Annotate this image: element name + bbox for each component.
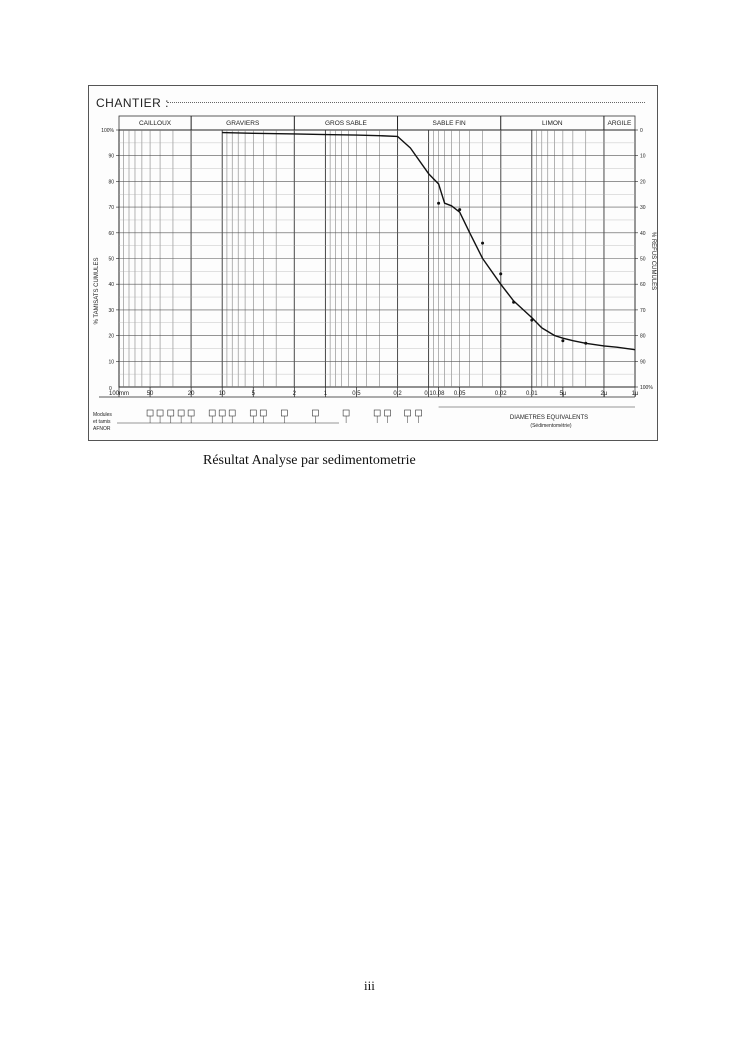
sieve-box [208,409,216,417]
x-tick-label: 0.01 [526,391,538,397]
x-tick-label: 0.02 [495,391,507,397]
y-tick-label-left: 60 [108,231,114,237]
y-axis-left: 100% 90 80 70 60 50 40 30 20 10 [101,128,119,365]
data-point [481,241,485,245]
sieve-box [342,409,350,417]
y-tick-label-left: 10 [108,359,114,365]
grading-curve [222,131,636,351]
x-tick-label: 0.2 [393,391,402,397]
grading-curve-line [222,131,636,351]
sieve-row-label-2: et tamis [93,419,111,425]
y-tick-label-right: 60 [640,282,646,288]
y-tick-label-left: 40 [108,282,114,288]
x-tick-label: 5μ [559,391,566,397]
sieve-row-label-3: AFNOR [93,426,111,432]
band-label: ARGILE [608,120,633,127]
x-tick-label: 2 [293,391,297,397]
sieve-box [404,409,411,417]
sieve-box [249,409,257,417]
data-point [499,272,503,276]
sieve-row [117,406,635,424]
band-header: CAILLOUX GRAVIERS GROS SABLE SABLE FIN LIMON… [118,115,636,387]
x-tick-label: 0.08 [433,391,445,397]
sieve-box [187,409,195,417]
right-axis-label: % REFUS CUMULES [650,232,656,290]
sieve-box [373,409,381,417]
x-tick-label: 0.5 [352,391,361,397]
x-tick-label: 2μ [601,391,608,397]
chantier-label: CHANTIER : [96,96,170,110]
x-tick-label: 5 [252,391,256,397]
sieve-box [167,409,175,417]
y-tick-label-right: 90 [640,359,646,365]
sieve-box [146,409,154,417]
sieve-box [177,409,185,417]
band-label: LIMON [542,120,563,127]
y-tick-label-left: 20 [108,334,114,340]
x-tick-label: 100mm [109,391,129,397]
data-point [437,201,441,205]
left-zero-label: 0 [109,386,112,392]
sieve-box [312,409,319,417]
y-tick-label-left: 30 [108,308,114,314]
y-tick-label-right: 70 [640,308,646,314]
y-tick-label-left: 100% [101,128,114,134]
y-tick-label-right: 80 [640,334,646,340]
data-point [458,208,462,212]
x-axis: 100mm 50 20 10 5 2 1 0.5 0.2 0.1 0.08 0.05 0.02 0.01 5… [99,387,639,398]
sieve-box [228,409,236,417]
y-tick-label-right: 0 [640,128,643,134]
y-tick-label-right: 50 [640,257,646,263]
x-tick-label: 1μ [632,391,639,397]
data-point [561,339,565,343]
equivalent-diameters-label: DIAMETRES EQUIVALENTS [510,415,588,421]
sieve-box [415,409,422,417]
data-point [530,318,534,322]
sieve-box [218,409,226,417]
sieve-row-label-1: Modules [93,412,112,418]
y-tick-label-left: 80 [108,179,114,185]
data-point [584,341,588,345]
granulometric-chart-figure: CHANTIER : CAILLOUX GRAVIERS GROS SABLE SAB… [88,85,658,441]
sieve-box [156,409,164,417]
band-label: SABLE FIN [433,120,467,127]
x-tick-label: 0.1 [424,391,433,397]
data-point [512,300,516,304]
sedimentometry-label: (Sédimentométrie) [530,423,571,429]
y-tick-label-right: 30 [640,205,646,211]
y-tick-label-left: 50 [108,257,114,263]
band-label: CAILLOUX [139,120,172,127]
sieve-box [259,409,267,417]
band-label: GROS SABLE [325,120,368,127]
sieve-box [384,409,391,417]
figure-caption: Résultat Analyse par sedimentometrie [203,453,416,468]
left-axis-label: % TAMISATS CUMULES [94,257,100,324]
y-tick-label-right: 40 [640,231,646,237]
y-axis-right: 0 10 20 30 40 50 60 70 80 90 100% [635,128,653,391]
granulometric-chart: CAILLOUX GRAVIERS GROS SABLE SABLE FIN LIMON… [93,115,656,432]
chantier-dotted-line [167,102,645,103]
chart-grid [118,129,636,388]
x-tick-label: 20 [188,391,195,397]
sieve-box [281,409,288,417]
y-tick-label-right: 10 [640,154,646,160]
x-tick-label: 10 [219,391,226,397]
page-number: iii [364,978,375,993]
y-tick-label-left: 90 [108,154,114,160]
y-tick-label-left: 70 [108,205,114,211]
x-tick-label: 50 [147,391,154,397]
y-tick-label-right: 20 [640,179,646,185]
band-label: GRAVIERS [226,120,260,127]
x-tick-label: 0.05 [454,391,466,397]
x-tick-label: 1 [324,391,328,397]
y-tick-label-right: 100% [640,385,653,391]
